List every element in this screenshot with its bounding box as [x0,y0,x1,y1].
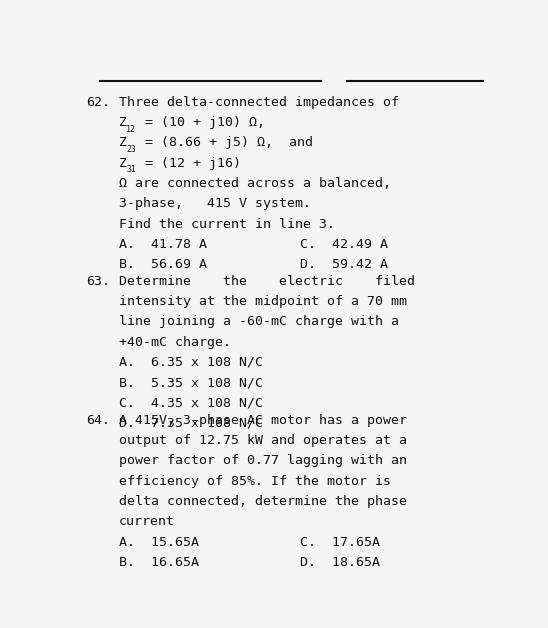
Text: D.  18.65A: D. 18.65A [300,556,380,569]
Text: Z: Z [118,116,127,129]
Text: 12: 12 [126,125,136,134]
Text: A.  41.78 A: A. 41.78 A [118,238,207,251]
Text: 62.: 62. [87,95,110,109]
Text: C.  17.65A: C. 17.65A [300,536,380,549]
Text: D.  59.42 A: D. 59.42 A [300,258,388,271]
Text: +40-mC charge.: +40-mC charge. [118,335,231,349]
Text: A.  6.35 x 108 N/C: A. 6.35 x 108 N/C [118,356,262,369]
Text: 3-phase,   415 V system.: 3-phase, 415 V system. [118,197,311,210]
Text: A.  15.65A: A. 15.65A [118,536,198,549]
Text: D.  7.35 x 108 N/C: D. 7.35 x 108 N/C [118,417,262,430]
Text: 31: 31 [126,165,136,175]
Text: = (10 + j10) Ω,: = (10 + j10) Ω, [137,116,265,129]
Text: output of 12.75 kW and operates at a: output of 12.75 kW and operates at a [118,434,407,447]
Text: 23: 23 [126,145,136,154]
Text: 63.: 63. [87,274,110,288]
Text: B.  5.35 x 108 N/C: B. 5.35 x 108 N/C [118,376,262,389]
Text: = (12 + j16): = (12 + j16) [137,156,241,170]
Text: Three delta-connected impedances of: Three delta-connected impedances of [118,95,398,109]
Text: A 415V, 3-phase AC motor has a power: A 415V, 3-phase AC motor has a power [118,414,407,427]
Text: = (8.66 + j5) Ω,  and: = (8.66 + j5) Ω, and [137,136,313,149]
Text: intensity at the midpoint of a 70 mm: intensity at the midpoint of a 70 mm [118,295,407,308]
Text: Find the current in line 3.: Find the current in line 3. [118,217,335,230]
Text: Z: Z [118,156,127,170]
Text: 64.: 64. [87,414,110,427]
Text: B.  56.69 A: B. 56.69 A [118,258,207,271]
Text: Determine    the    electric    filed: Determine the electric filed [118,274,415,288]
Text: efficiency of 85%. If the motor is: efficiency of 85%. If the motor is [118,475,391,488]
Text: line joining a -60-mC charge with a: line joining a -60-mC charge with a [118,315,398,328]
Text: C.  42.49 A: C. 42.49 A [300,238,388,251]
Text: delta connected, determine the phase: delta connected, determine the phase [118,495,407,508]
Text: Ω are connected across a balanced,: Ω are connected across a balanced, [118,177,391,190]
Text: Z: Z [118,136,127,149]
Text: current: current [118,516,175,528]
Text: C.  4.35 x 108 N/C: C. 4.35 x 108 N/C [118,396,262,409]
Text: B.  16.65A: B. 16.65A [118,556,198,569]
Text: power factor of 0.77 lagging with an: power factor of 0.77 lagging with an [118,455,407,467]
